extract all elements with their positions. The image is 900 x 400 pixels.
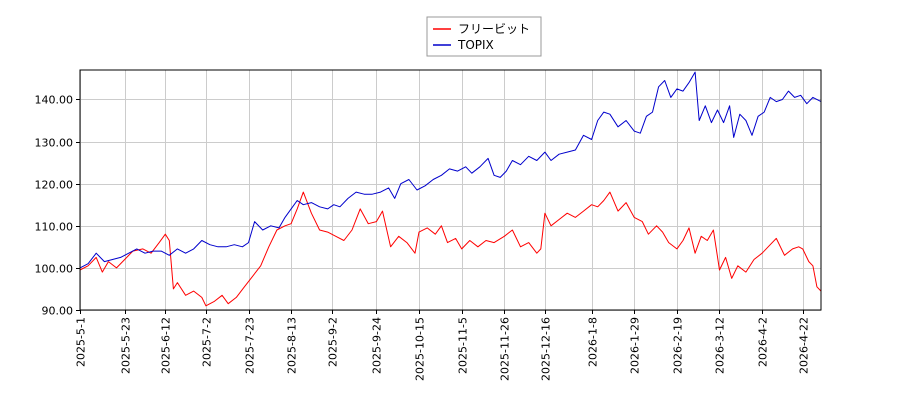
x-tick-label: 2025-5-1 xyxy=(75,317,88,367)
x-tick-label: 2025-6-12 xyxy=(160,317,173,374)
x-tick-label: 2025-7-2 xyxy=(201,317,214,367)
y-tick-label: 110.00 xyxy=(35,221,74,234)
series-layer xyxy=(79,71,822,307)
legend-label-0: フリービット xyxy=(458,22,530,36)
x-tick-label: 2026-3-12 xyxy=(714,317,727,374)
x-tick-label: 2026-4-22 xyxy=(798,317,811,374)
x-tick-label: 2026-1-29 xyxy=(629,317,642,374)
y-tick-label: 140.00 xyxy=(35,94,74,107)
x-tick-label: 2026-1-8 xyxy=(587,317,600,367)
x-tick-label: 2025-7-23 xyxy=(244,317,257,374)
y-tick-label: 100.00 xyxy=(35,263,74,276)
y-axis: 90.00 100.00 110.00 120.00 130.00 140.00 xyxy=(35,94,80,318)
legend-box xyxy=(426,16,542,57)
x-tick-label: 2025-8-13 xyxy=(286,317,299,374)
grid xyxy=(80,70,821,311)
y-tick-label: 130.00 xyxy=(35,137,74,150)
x-tick-label: 2025-10-15 xyxy=(414,317,427,381)
x-tick-label: 2025-11-5 xyxy=(457,317,470,374)
x-tick-label: 2025-9-2 xyxy=(327,317,340,367)
x-tick-label: 2026-4-2 xyxy=(757,317,770,367)
legend: フリービット TOPIX xyxy=(426,16,542,57)
series-line-1 xyxy=(79,71,822,269)
y-tick-label: 120.00 xyxy=(35,179,74,192)
legend-label-1: TOPIX xyxy=(457,38,494,52)
x-tick-label: 2025-9-24 xyxy=(371,317,384,374)
x-axis: 2025-5-1 2025-5-23 2025-6-12 2025-7-2 2025-7… xyxy=(75,310,811,381)
y-tick-label: 90.00 xyxy=(42,305,74,318)
plot-frame xyxy=(79,69,822,311)
series-line-0 xyxy=(79,191,822,307)
x-tick-label: 2025-11-26 xyxy=(499,317,512,381)
x-tick-label: 2026-2-19 xyxy=(672,317,685,374)
x-tick-label: 2025-5-23 xyxy=(120,317,133,374)
x-tick-label: 2025-12-16 xyxy=(540,317,553,381)
